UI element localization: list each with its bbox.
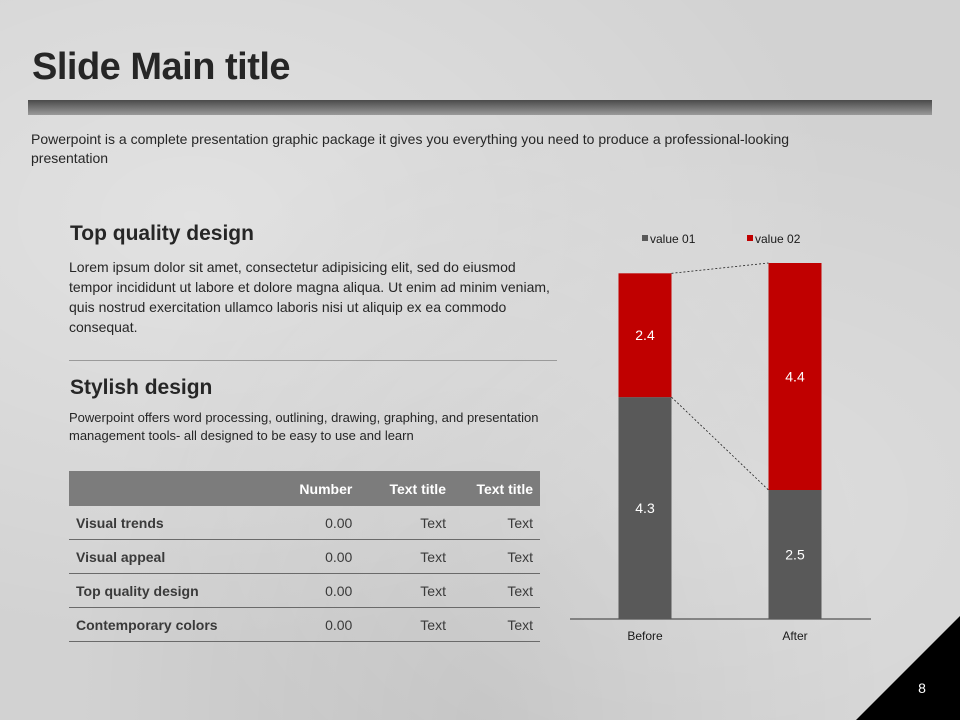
table-row-label: Contemporary colors (69, 607, 258, 642)
table-row: Top quality design 0.00 Text Text (69, 573, 540, 608)
table-header-cell: Text title (359, 471, 453, 506)
series-connector-line (671, 396, 769, 491)
table-row-label: Visual appeal (69, 539, 258, 574)
table-cell: Text (359, 539, 453, 574)
section-heading-top-quality: Top quality design (70, 222, 254, 245)
category-label: Before (627, 629, 663, 643)
table-cell: Text (359, 506, 453, 540)
table-cell: 0.00 (257, 506, 360, 540)
table-header-row: Number Text title Text title (69, 471, 540, 506)
data-table: Number Text title Text title Visual tren… (69, 471, 540, 642)
section-heading-stylish: Stylish design (70, 376, 213, 399)
corner-triangle (856, 616, 960, 720)
data-label: 4.3 (635, 500, 655, 516)
table-cell: Text (452, 607, 540, 642)
table-cell: 0.00 (257, 607, 360, 642)
section-divider (69, 360, 557, 361)
section-body-top-quality: Lorem ipsum dolor sit amet, consectetur … (69, 259, 550, 335)
table-cell: Text (452, 573, 540, 608)
category-label: After (782, 629, 807, 643)
table-header-cell (69, 471, 258, 506)
legend-swatch (747, 235, 753, 241)
slide-title: Slide Main title (32, 46, 291, 88)
series-connector-line (671, 262, 769, 274)
table-cell: Text (359, 573, 453, 608)
table-row: Visual trends 0.00 Text Text (69, 506, 540, 540)
table-row: Contemporary colors 0.00 Text Text (69, 607, 540, 642)
section-body-stylish: Powerpoint offers word processing, outli… (69, 410, 539, 443)
bar-segment (618, 273, 672, 398)
table-row-label: Top quality design (69, 573, 258, 608)
bar-segment (618, 397, 672, 619)
legend-label: value 02 (755, 232, 801, 246)
table-row-label: Visual trends (69, 506, 258, 540)
slide-subtitle: Powerpoint is a complete presentation gr… (31, 131, 790, 166)
bar-segment (768, 263, 822, 491)
table-cell: Text (452, 506, 540, 540)
data-label: 2.4 (635, 327, 655, 343)
table-cell: Text (452, 539, 540, 574)
table-cell: 0.00 (257, 573, 360, 608)
table-cell: Text (359, 607, 453, 642)
data-label: 4.4 (785, 369, 805, 385)
legend-swatch (642, 235, 648, 241)
page-number: 8 (918, 680, 926, 696)
table-cell: 0.00 (257, 539, 360, 574)
title-underline-bar (28, 100, 932, 115)
bar-segment (768, 490, 822, 619)
legend-label: value 01 (650, 232, 696, 246)
table-header-cell: Text title (452, 471, 540, 506)
stacked-bar-chart: value 01 value 02 4.3 2.4 Before 2.5 4.4 After (570, 232, 871, 643)
data-label: 2.5 (785, 547, 805, 563)
table-header-cell: Number (257, 471, 360, 506)
table-row: Visual appeal 0.00 Text Text (69, 539, 540, 574)
